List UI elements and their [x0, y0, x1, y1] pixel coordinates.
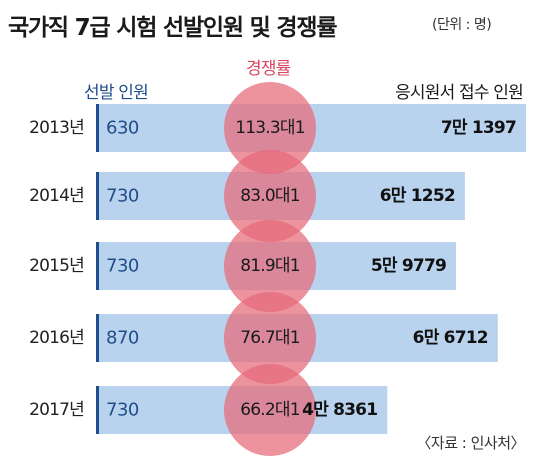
applicants-value: 6만 1252	[380, 186, 455, 206]
bar-edge	[96, 242, 99, 290]
competition-value: 113.3대1	[235, 118, 305, 138]
selected-value: 730	[106, 256, 139, 277]
year-label: 2017년	[29, 400, 84, 420]
competition-value: 83.0대1	[240, 186, 300, 206]
bar-edge	[96, 314, 99, 362]
applicants-value: 4만 8361	[302, 400, 377, 420]
competition-value: 76.7대1	[240, 328, 300, 348]
chart-title: 국가직 7급 시험 선발인원 및 경쟁률	[8, 15, 337, 41]
applicants-header: 응시원서 접수 인원	[395, 83, 524, 103]
selected-value: 870	[106, 328, 139, 349]
bar-edge	[96, 104, 99, 152]
source-note: 〈자료 : 인사처〉	[416, 434, 525, 452]
year-label: 2015년	[29, 256, 84, 276]
selected-value: 630	[106, 118, 139, 139]
year-label: 2016년	[29, 328, 84, 348]
bar-edge	[96, 172, 99, 220]
applicants-value: 5만 9779	[371, 256, 446, 276]
competition-circle	[224, 364, 316, 456]
competition-value: 66.2대1	[240, 400, 300, 420]
selected-header: 선발 인원	[84, 83, 149, 103]
bar-edge	[96, 386, 99, 434]
competition-value: 81.9대1	[240, 256, 300, 276]
year-label: 2013년	[29, 118, 84, 138]
competition-circle	[224, 292, 316, 384]
competition-circle	[224, 220, 316, 312]
competition-circle	[224, 150, 316, 242]
competition-circle	[224, 82, 316, 174]
unit-label: (단위 : 명)	[432, 17, 492, 33]
selected-value: 730	[106, 186, 139, 207]
year-label: 2014년	[29, 186, 84, 206]
applicants-value: 7만 1397	[441, 118, 516, 138]
selected-value: 730	[106, 400, 139, 421]
competition-header: 경쟁률	[246, 59, 291, 79]
applicants-value: 6만 6712	[413, 328, 488, 348]
